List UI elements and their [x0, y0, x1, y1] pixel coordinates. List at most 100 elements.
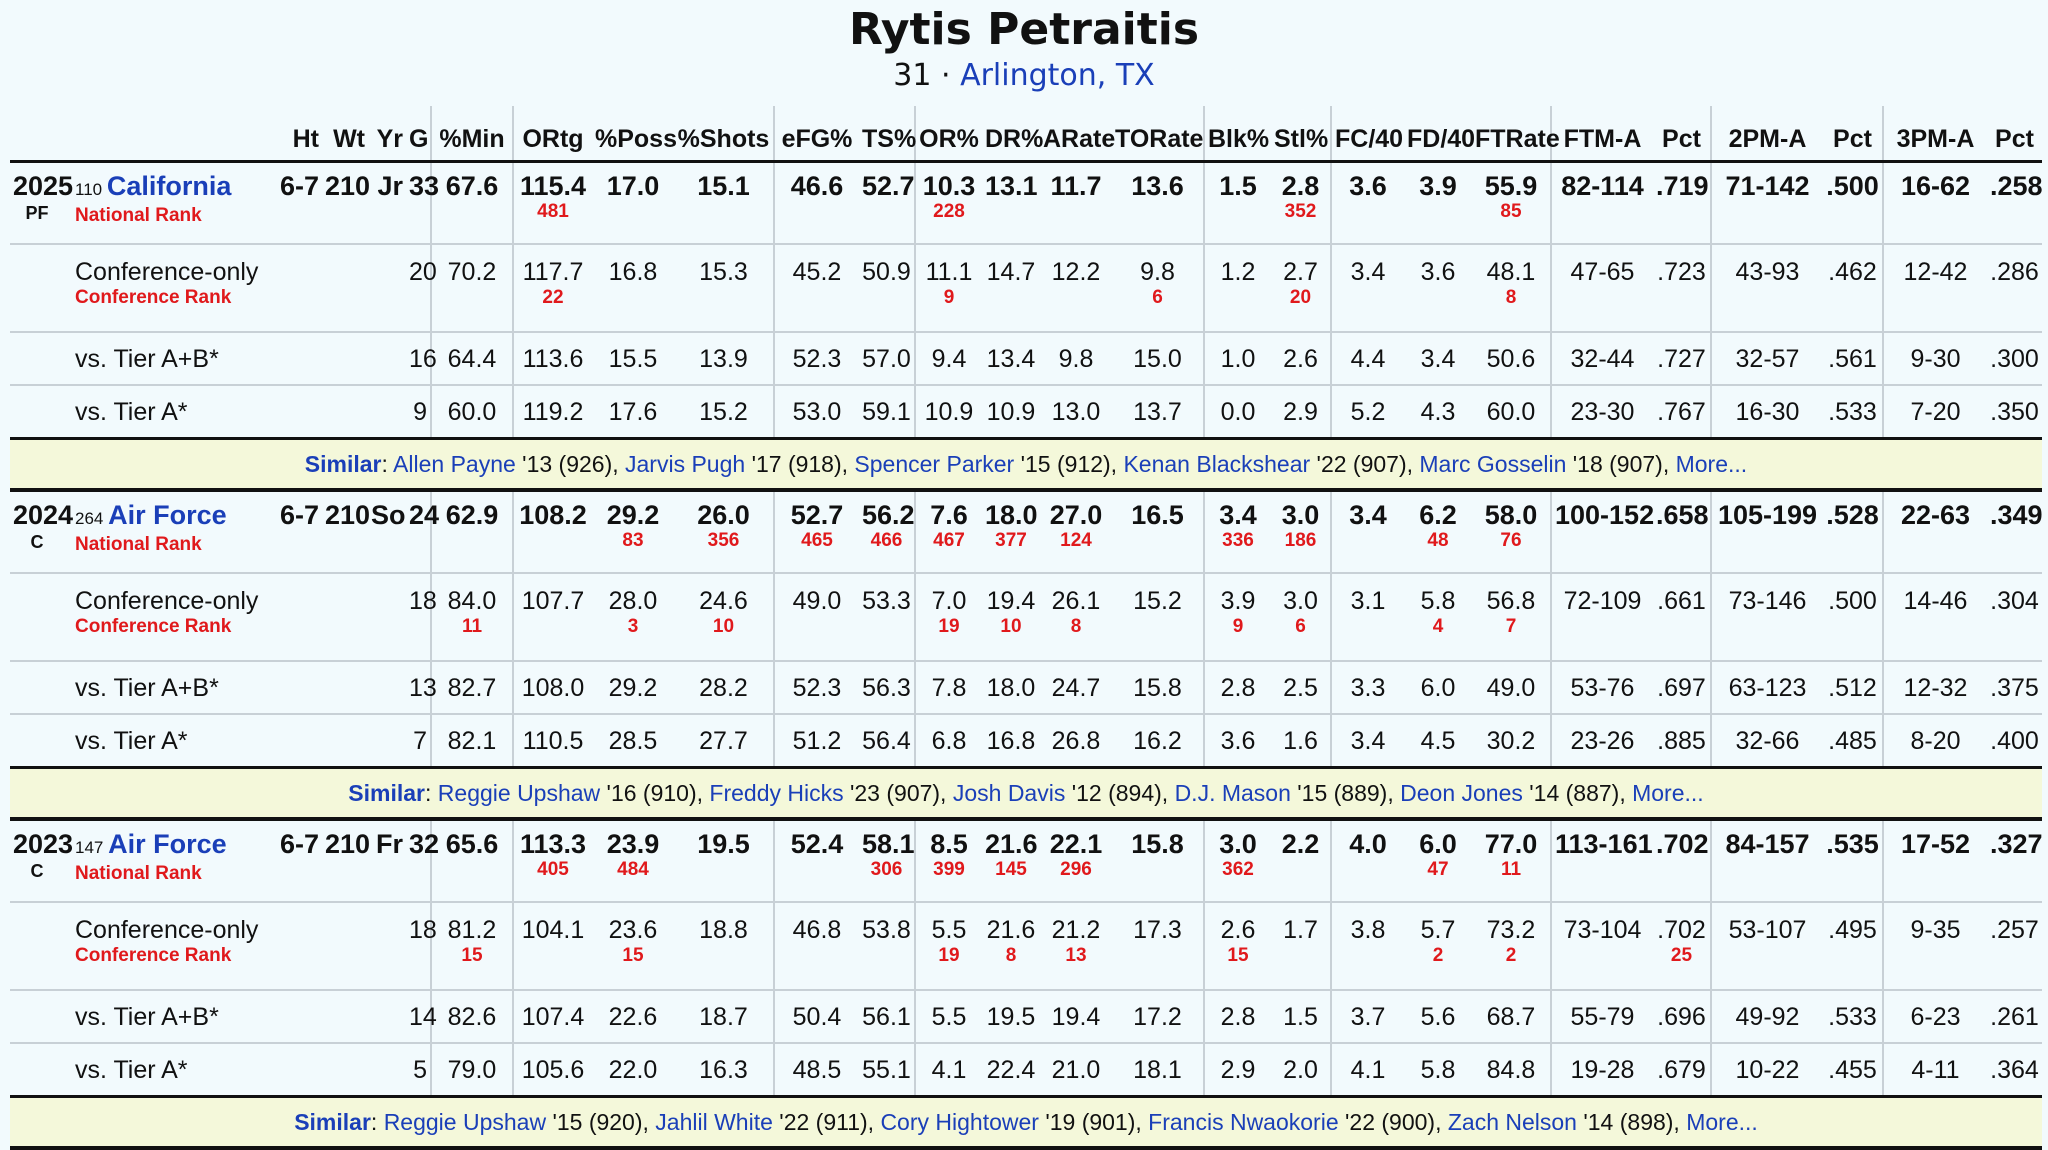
similar-player-link[interactable]: Cory Hightower: [880, 1108, 1039, 1135]
similar-player-link[interactable]: Josh Davis: [952, 779, 1066, 806]
tier-ab-label: vs. Tier A+B*: [75, 673, 219, 702]
similar-player-link[interactable]: D.J. Mason: [1174, 779, 1291, 806]
stat-cell: 18.0 377: [982, 490, 1040, 574]
stat-cell: 113.6: [512, 332, 592, 386]
stat-cell: 2.8: [1203, 990, 1271, 1044]
national-rank-value: 466: [870, 530, 903, 551]
column-header-pct[interactable]: Pct: [1987, 106, 2042, 163]
stat-cell: 13.6: [1112, 161, 1204, 245]
similar-player-link[interactable]: Francis Nwaokorie: [1148, 1108, 1339, 1135]
column-header-blk-[interactable]: Blk%: [1203, 106, 1271, 163]
stat-value: 18.7: [699, 1002, 748, 1031]
similar-player-link[interactable]: Zach Nelson: [1447, 1108, 1577, 1135]
stat-value: 1.0: [1220, 344, 1256, 373]
column-header-fc-40[interactable]: FC/40: [1330, 106, 1404, 163]
column-header-ftrate[interactable]: FTRate: [1472, 106, 1560, 163]
more-similar-link[interactable]: More...: [1675, 450, 1748, 477]
stat-cell: 9.8 6: [1112, 244, 1204, 333]
stat-value: 14-46: [1903, 587, 1968, 615]
similar-player-link[interactable]: Kenan Blackshear: [1123, 450, 1311, 477]
stat-value: 72-109: [1563, 587, 1642, 615]
stat-value: 53.3: [862, 587, 911, 615]
column-header--poss[interactable]: %Poss: [592, 106, 677, 163]
column-header-efg-[interactable]: eFG%: [773, 106, 859, 163]
stat-value: 73-104: [1563, 916, 1642, 944]
stat-cell: 72-109: [1550, 573, 1653, 662]
stat-value: .661: [1657, 587, 1706, 615]
national-rank-label: National Rank: [75, 205, 202, 226]
stat-cell: 2.8: [1203, 661, 1271, 715]
column-header--shots[interactable]: %Shots: [674, 106, 774, 163]
column-header-stl-[interactable]: Stl%: [1271, 106, 1331, 163]
column-header-wt[interactable]: Wt: [322, 106, 368, 163]
stat-cell: 84-157: [1710, 819, 1823, 903]
team-link[interactable]: Air Force: [108, 829, 227, 859]
column-header-pct[interactable]: Pct: [1823, 106, 1883, 163]
similar-player-link[interactable]: Reggie Upshaw: [437, 779, 601, 806]
more-similar-link[interactable]: More...: [1632, 779, 1704, 806]
column-header-ftm-a[interactable]: FTM-A: [1550, 106, 1653, 163]
stat-value: 50.6: [1486, 344, 1536, 373]
stat-value: 17.6: [608, 397, 658, 426]
stat-cell: 11.1 9: [914, 244, 982, 333]
hometown-link[interactable]: Arlington, TX: [960, 58, 1155, 93]
stat-value: 60.0: [1486, 397, 1536, 426]
stat-value: 70.2: [447, 258, 497, 286]
column-header-dr-[interactable]: DR%: [982, 106, 1043, 163]
column-header-2pm-a[interactable]: 2PM-A: [1710, 106, 1823, 163]
national-rank-value: [435, 201, 509, 223]
stat-cell: 16.8: [592, 244, 674, 333]
stat-cell: 10-22: [1710, 1043, 1823, 1098]
column-header-row: Ht Wt Yr G %Min ORtg %Poss %Shots eFG% TS% OR% DR% A…: [10, 106, 2042, 163]
stat-value: 5.5: [931, 1002, 967, 1031]
stat-cell: 1.6: [1271, 714, 1331, 769]
column-header-torate[interactable]: TORate: [1112, 106, 1204, 163]
season-row-2025: 2025 PF 110 California National Rank 6-7 210 J…: [10, 161, 2043, 245]
column-header-ts-[interactable]: TS%: [859, 106, 916, 163]
similar-player-link[interactable]: Freddy Hicks: [709, 779, 844, 806]
column-header-g[interactable]: G: [406, 106, 431, 163]
similar-player-link[interactable]: Reggie Upshaw: [383, 1108, 547, 1135]
stat-cell: 6.8: [914, 714, 982, 769]
column-header-or-[interactable]: OR%: [914, 106, 982, 163]
similar-player-link[interactable]: Jahlil White: [655, 1108, 773, 1135]
column-header-fd-40[interactable]: FD/40: [1404, 106, 1475, 163]
national-rank-value: [517, 530, 589, 552]
stat-cell: 15.2: [674, 385, 774, 440]
column-header-3pm-a[interactable]: 3PM-A: [1882, 106, 1987, 163]
column-header-ortg[interactable]: ORtg: [512, 106, 592, 163]
season-year: 2023: [13, 829, 74, 859]
similar-player-link[interactable]: Marc Gosselin: [1419, 450, 1567, 477]
similar-player-link[interactable]: Jarvis Pugh: [625, 450, 746, 477]
stat-cell: 105.6: [512, 1043, 592, 1098]
column-header--min[interactable]: %Min: [430, 106, 513, 163]
team-link[interactable]: Air Force: [108, 500, 227, 530]
column-header-pct[interactable]: Pct: [1653, 106, 1711, 163]
similar-player-link[interactable]: Deon Jones: [1400, 779, 1523, 806]
similar-player-detail: '13 (926),: [515, 450, 626, 477]
similar-player-link[interactable]: Allen Payne: [393, 450, 516, 477]
stat-value: .257: [1990, 916, 2039, 944]
stat-cell: 18.7: [674, 990, 774, 1044]
stat-value: 17.3: [1133, 916, 1182, 944]
more-similar-link[interactable]: More...: [1686, 1108, 1758, 1135]
team-link[interactable]: California: [106, 171, 232, 201]
column-header-arate[interactable]: ARate: [1040, 106, 1115, 163]
column-header-yr[interactable]: Yr: [368, 106, 406, 163]
blank-cell: [368, 1043, 406, 1098]
stat-cell: 104.1: [512, 902, 592, 991]
team-rank: 264: [75, 509, 109, 528]
stat-cell: 2.0: [1271, 1043, 1331, 1098]
stat-value: 68.7: [1486, 1002, 1536, 1031]
team-line: 147 Air Force: [75, 829, 269, 863]
conference-rank-value: [595, 287, 671, 309]
similar-player-link[interactable]: Spencer Parker: [854, 450, 1015, 477]
stat-cell: 77.0 11: [1472, 819, 1551, 903]
column-header-ht[interactable]: Ht: [272, 106, 322, 163]
stat-cell: 17-52: [1882, 819, 1987, 903]
conference-rank-value: [1887, 287, 1984, 309]
stat-cell: 3.0 362: [1203, 819, 1271, 903]
similar-label: Similar: [348, 779, 426, 806]
stat-cell: 16.2: [1112, 714, 1204, 769]
stat-cell: 6.0: [1404, 661, 1472, 715]
